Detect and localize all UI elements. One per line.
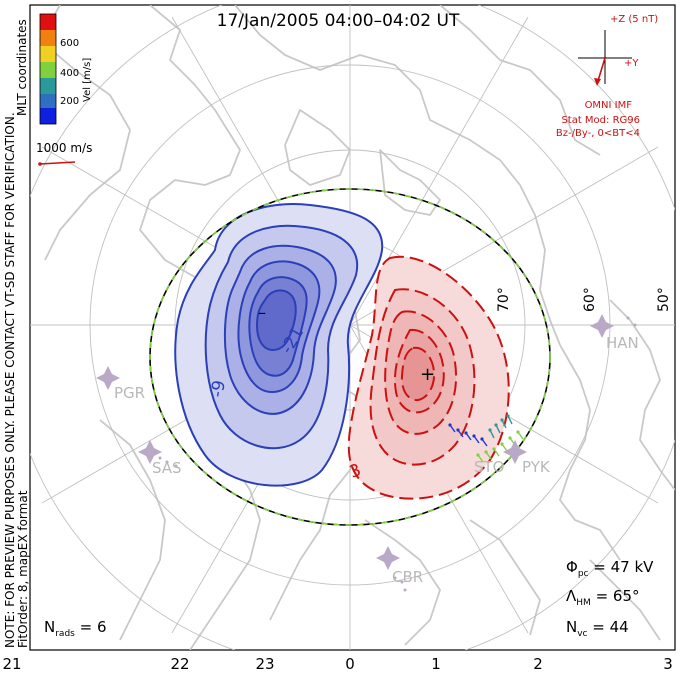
- vector-scale-arrow: [39, 161, 76, 165]
- station-label-han: HAN: [606, 334, 639, 352]
- mlt-label-3: 3: [663, 655, 673, 673]
- vector-scale-label: 1000 m/s: [36, 141, 92, 155]
- station-marker-sas: [138, 440, 162, 464]
- station-marker-pgr: [96, 366, 120, 390]
- station-label-pgr: PGR: [114, 384, 145, 402]
- n-rads-stat: Nrads = 6: [44, 618, 107, 639]
- hm-boundary-green: [149, 188, 551, 526]
- n-vc-stat: Nvc = 44: [566, 618, 629, 639]
- coord-system-label: MLT coordinates: [15, 19, 29, 116]
- velocity-vectors: [448, 414, 524, 463]
- phi-pc-stat: Φpc = 47 kV: [566, 558, 654, 579]
- colorbar-tick-600: 600: [60, 38, 79, 49]
- radar-station-markers: [96, 314, 637, 592]
- colorbar-tick-200: 200: [60, 96, 79, 107]
- station-marker-cbr: [376, 546, 400, 570]
- colorbar-label: Vel [m/s]: [82, 58, 93, 102]
- station-label-cbr: CBR: [392, 568, 423, 586]
- fit-order-info: FitOrder: 8, mapEX format: [16, 490, 30, 648]
- imf-source-label: OMNI IMF: [585, 100, 633, 111]
- station-marker-han: [590, 314, 614, 338]
- preview-watermark-note: NOTE: FOR PREVIEW PURPOSES ONLY. PLEASE …: [3, 112, 17, 648]
- mlt-label-22: 22: [170, 655, 189, 673]
- map-title: 17/Jan/2005 04:00–04:02 UT: [217, 11, 460, 31]
- negative-potential-cell: -21 -9 –: [174, 203, 384, 487]
- positive-potential-cell: [347, 255, 510, 500]
- mlt-label-2: 2: [533, 655, 543, 673]
- velocity-colorbar: [39, 13, 57, 125]
- station-label-sas: SAS: [152, 459, 182, 477]
- imf-condition-label: Bz-/By-, 0<BT<4: [556, 128, 640, 139]
- mlt-label-0: 0: [345, 655, 355, 673]
- latitude-label-50: 50°: [656, 287, 672, 312]
- station-marker-pyk: [503, 440, 527, 464]
- plot-frame: [29, 4, 676, 651]
- mlt-label-1: 1: [431, 655, 441, 673]
- mlt-label-21: 21: [2, 655, 21, 673]
- potential-minimum-marker: –: [258, 303, 266, 322]
- latitude-label-70: 70°: [496, 287, 512, 312]
- potential-maximum-marker: +: [420, 364, 435, 385]
- latitude-label-60: 60°: [582, 287, 598, 312]
- colorbar-tick-400: 400: [60, 68, 79, 79]
- imf-y-label: +Y: [624, 58, 639, 69]
- imf-z-label: +Z (5 nT): [610, 14, 658, 25]
- imf-model-label: Stat Mod: RG96: [561, 115, 640, 126]
- mlt-label-23: 23: [255, 655, 274, 673]
- station-label-pyk: PYK: [522, 458, 551, 476]
- station-label-sto: STO: [474, 458, 505, 476]
- contour-label-minus-9: -9: [207, 379, 230, 399]
